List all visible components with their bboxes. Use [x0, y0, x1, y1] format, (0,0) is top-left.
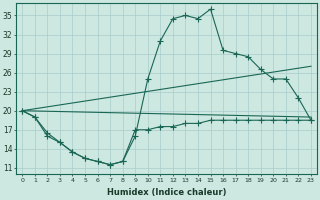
X-axis label: Humidex (Indice chaleur): Humidex (Indice chaleur) — [107, 188, 226, 197]
